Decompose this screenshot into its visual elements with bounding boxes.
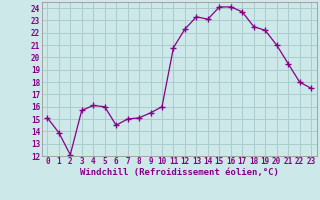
X-axis label: Windchill (Refroidissement éolien,°C): Windchill (Refroidissement éolien,°C) (80, 168, 279, 177)
